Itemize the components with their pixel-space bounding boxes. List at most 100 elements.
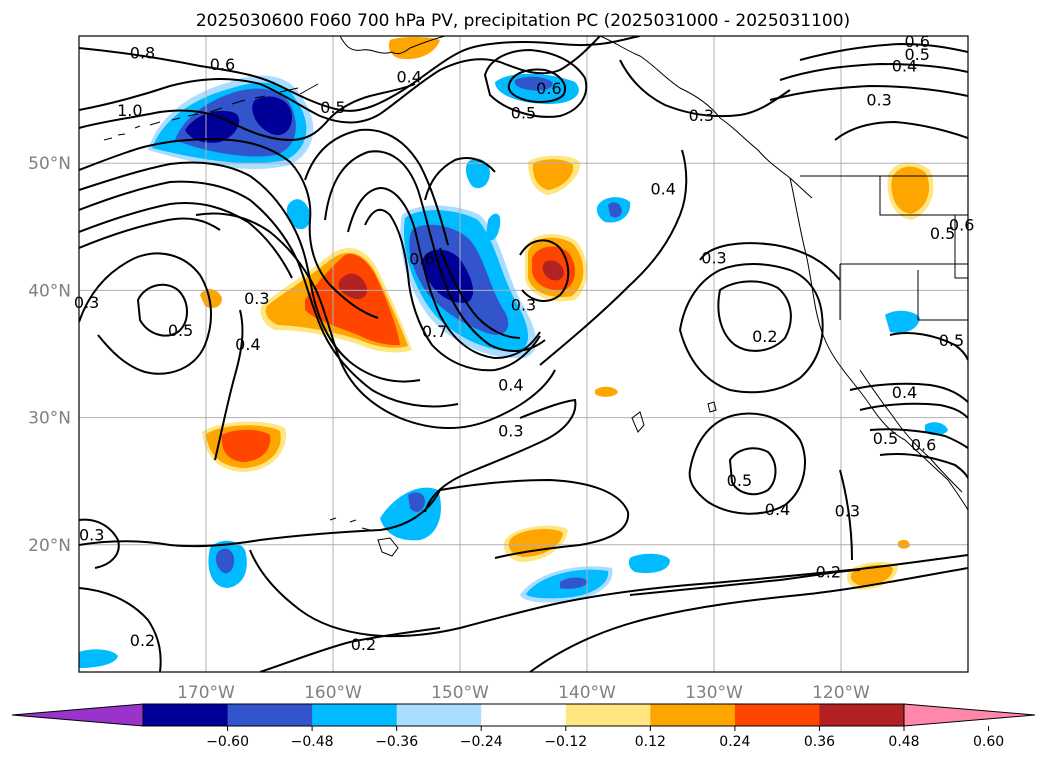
contour-label: 0.4: [892, 56, 917, 75]
contour-line: [629, 569, 861, 596]
precip-blob-neg-c-tail: [486, 213, 501, 241]
lon-tick-label: 170°W: [177, 683, 235, 703]
contour-line: [79, 36, 601, 124]
contour-label: 0.8: [130, 44, 155, 63]
contour-label: 0.4: [650, 180, 675, 199]
precip-blob-pos-n-in: [532, 159, 574, 190]
contour-line: [79, 587, 162, 672]
contour-line: [779, 62, 968, 81]
colorbar-tick-label: −0.60: [206, 734, 249, 750]
contour-line: [79, 83, 416, 142]
contour-label: 0.6: [536, 79, 561, 98]
contour-label: 0.7: [422, 322, 447, 341]
contour-label: 0.2: [130, 631, 155, 650]
contour-label: 0.3: [701, 248, 726, 267]
contour-line: [519, 239, 570, 302]
colorbar: −0.60 −0.48 −0.36 −0.24 −0.12 0.12 0.24 0.36 0.4…: [11, 703, 1036, 750]
contour-label: 0.4: [892, 383, 917, 402]
contour-line: [364, 208, 541, 372]
contour-line: [259, 627, 441, 672]
precip-blob-neg-coast2: [925, 422, 948, 436]
island-small-1: [631, 411, 645, 433]
contour-line: [347, 186, 541, 360]
contour-line: [439, 247, 521, 339]
contour-line: [79, 201, 293, 279]
contour-line: [195, 212, 556, 429]
baja-coast: [859, 369, 963, 493]
precip-blob-pos-small: [595, 386, 618, 397]
contour-line: [79, 161, 421, 383]
lat-tick-label: 40°N: [28, 281, 71, 301]
colorbar-extend-high: [903, 703, 1036, 727]
contour-line: [889, 332, 968, 361]
contour-line: [869, 428, 968, 449]
contour-line: [678, 263, 824, 394]
contour-line: [136, 283, 188, 337]
map-frame: [78, 35, 969, 673]
contour-line: [859, 402, 968, 419]
contour-label: 0.6: [949, 215, 974, 234]
contour-line: [79, 36, 641, 112]
precip-blob-pos-top: [388, 37, 440, 60]
lon-tick-label: 130°W: [685, 683, 743, 703]
colorbar-frame: [142, 703, 905, 727]
precip-shading: [79, 37, 948, 668]
contour-line: [324, 150, 546, 352]
lat-tick-label: 50°N: [28, 154, 71, 174]
precip-blob-pos-coast-in: [891, 166, 930, 214]
contour-label: 0.3: [74, 293, 99, 312]
contour-line: [728, 447, 777, 496]
contour-label: 1.0: [117, 101, 142, 120]
contour-label: 0.4: [396, 68, 421, 87]
contour-line: [424, 157, 496, 201]
precip-blob-pos-c-in: [305, 254, 400, 346]
precip-blob-neg-s2: [465, 158, 490, 189]
colorbar-tick-label: 0.60: [973, 734, 1004, 750]
contour-label: 0.4: [765, 500, 790, 519]
colorbar-tick-label: 0.48: [888, 734, 919, 750]
contour-label: 0.3: [835, 501, 860, 520]
contour-line: [717, 280, 792, 352]
colorbar-tick-label: −0.36: [375, 734, 418, 750]
colorbar-segment: [819, 704, 905, 726]
precip-blob-neg-s4-in: [560, 577, 588, 589]
contour-line: [529, 567, 968, 672]
colorbar-tick-label: −0.12: [544, 734, 587, 750]
contour-label: 0.5: [727, 471, 752, 490]
contour-label: 0.2: [351, 635, 376, 654]
contour-label: 0.5: [168, 321, 193, 340]
lon-tick-label: 140°W: [558, 683, 616, 703]
contour-label: 0.2: [816, 563, 841, 582]
contour-label: 0.5: [511, 103, 536, 122]
precip-blob-pos-c-core: [338, 273, 368, 300]
contour-line: [79, 252, 212, 375]
precip-blob-neg-corner: [79, 649, 118, 668]
contour-line: [214, 309, 244, 461]
gridlines: [79, 36, 968, 672]
colorbar-segment: [312, 704, 398, 726]
contour-line: [79, 489, 441, 548]
north-america-coast: [789, 177, 968, 511]
colorbar-segment: [227, 704, 313, 726]
precip-blob-neg-nw-core2: [252, 96, 293, 136]
contour-label: 0.3: [498, 421, 523, 440]
contour-line: [424, 398, 577, 513]
pv-contours: [79, 36, 968, 672]
contour-label: 0.3: [511, 295, 536, 314]
colorbar-segment: [396, 704, 482, 726]
contour-label: 0.4: [235, 335, 260, 354]
colorbar-tick-label: −0.24: [460, 734, 503, 750]
contour-line: [799, 42, 968, 61]
colorbar-segment: [734, 704, 820, 726]
colorbar-tick-label: 0.12: [635, 734, 666, 750]
us-border: [800, 175, 968, 321]
lat-axis: 20°N 30°N 40°N 50°N: [28, 154, 71, 556]
lon-tick-label: 160°W: [304, 683, 362, 703]
contour-line: [304, 128, 449, 246]
contour-labels: 0.80.61.0 0.50.40.60.50.60.50.40.30.30.40…: [74, 32, 974, 654]
contour-label: 0.6: [911, 435, 936, 454]
precip-blob-neg-hawaii-in: [408, 492, 425, 512]
colorbar-tick-label: 0.24: [719, 734, 750, 750]
contour-line: [849, 382, 968, 403]
